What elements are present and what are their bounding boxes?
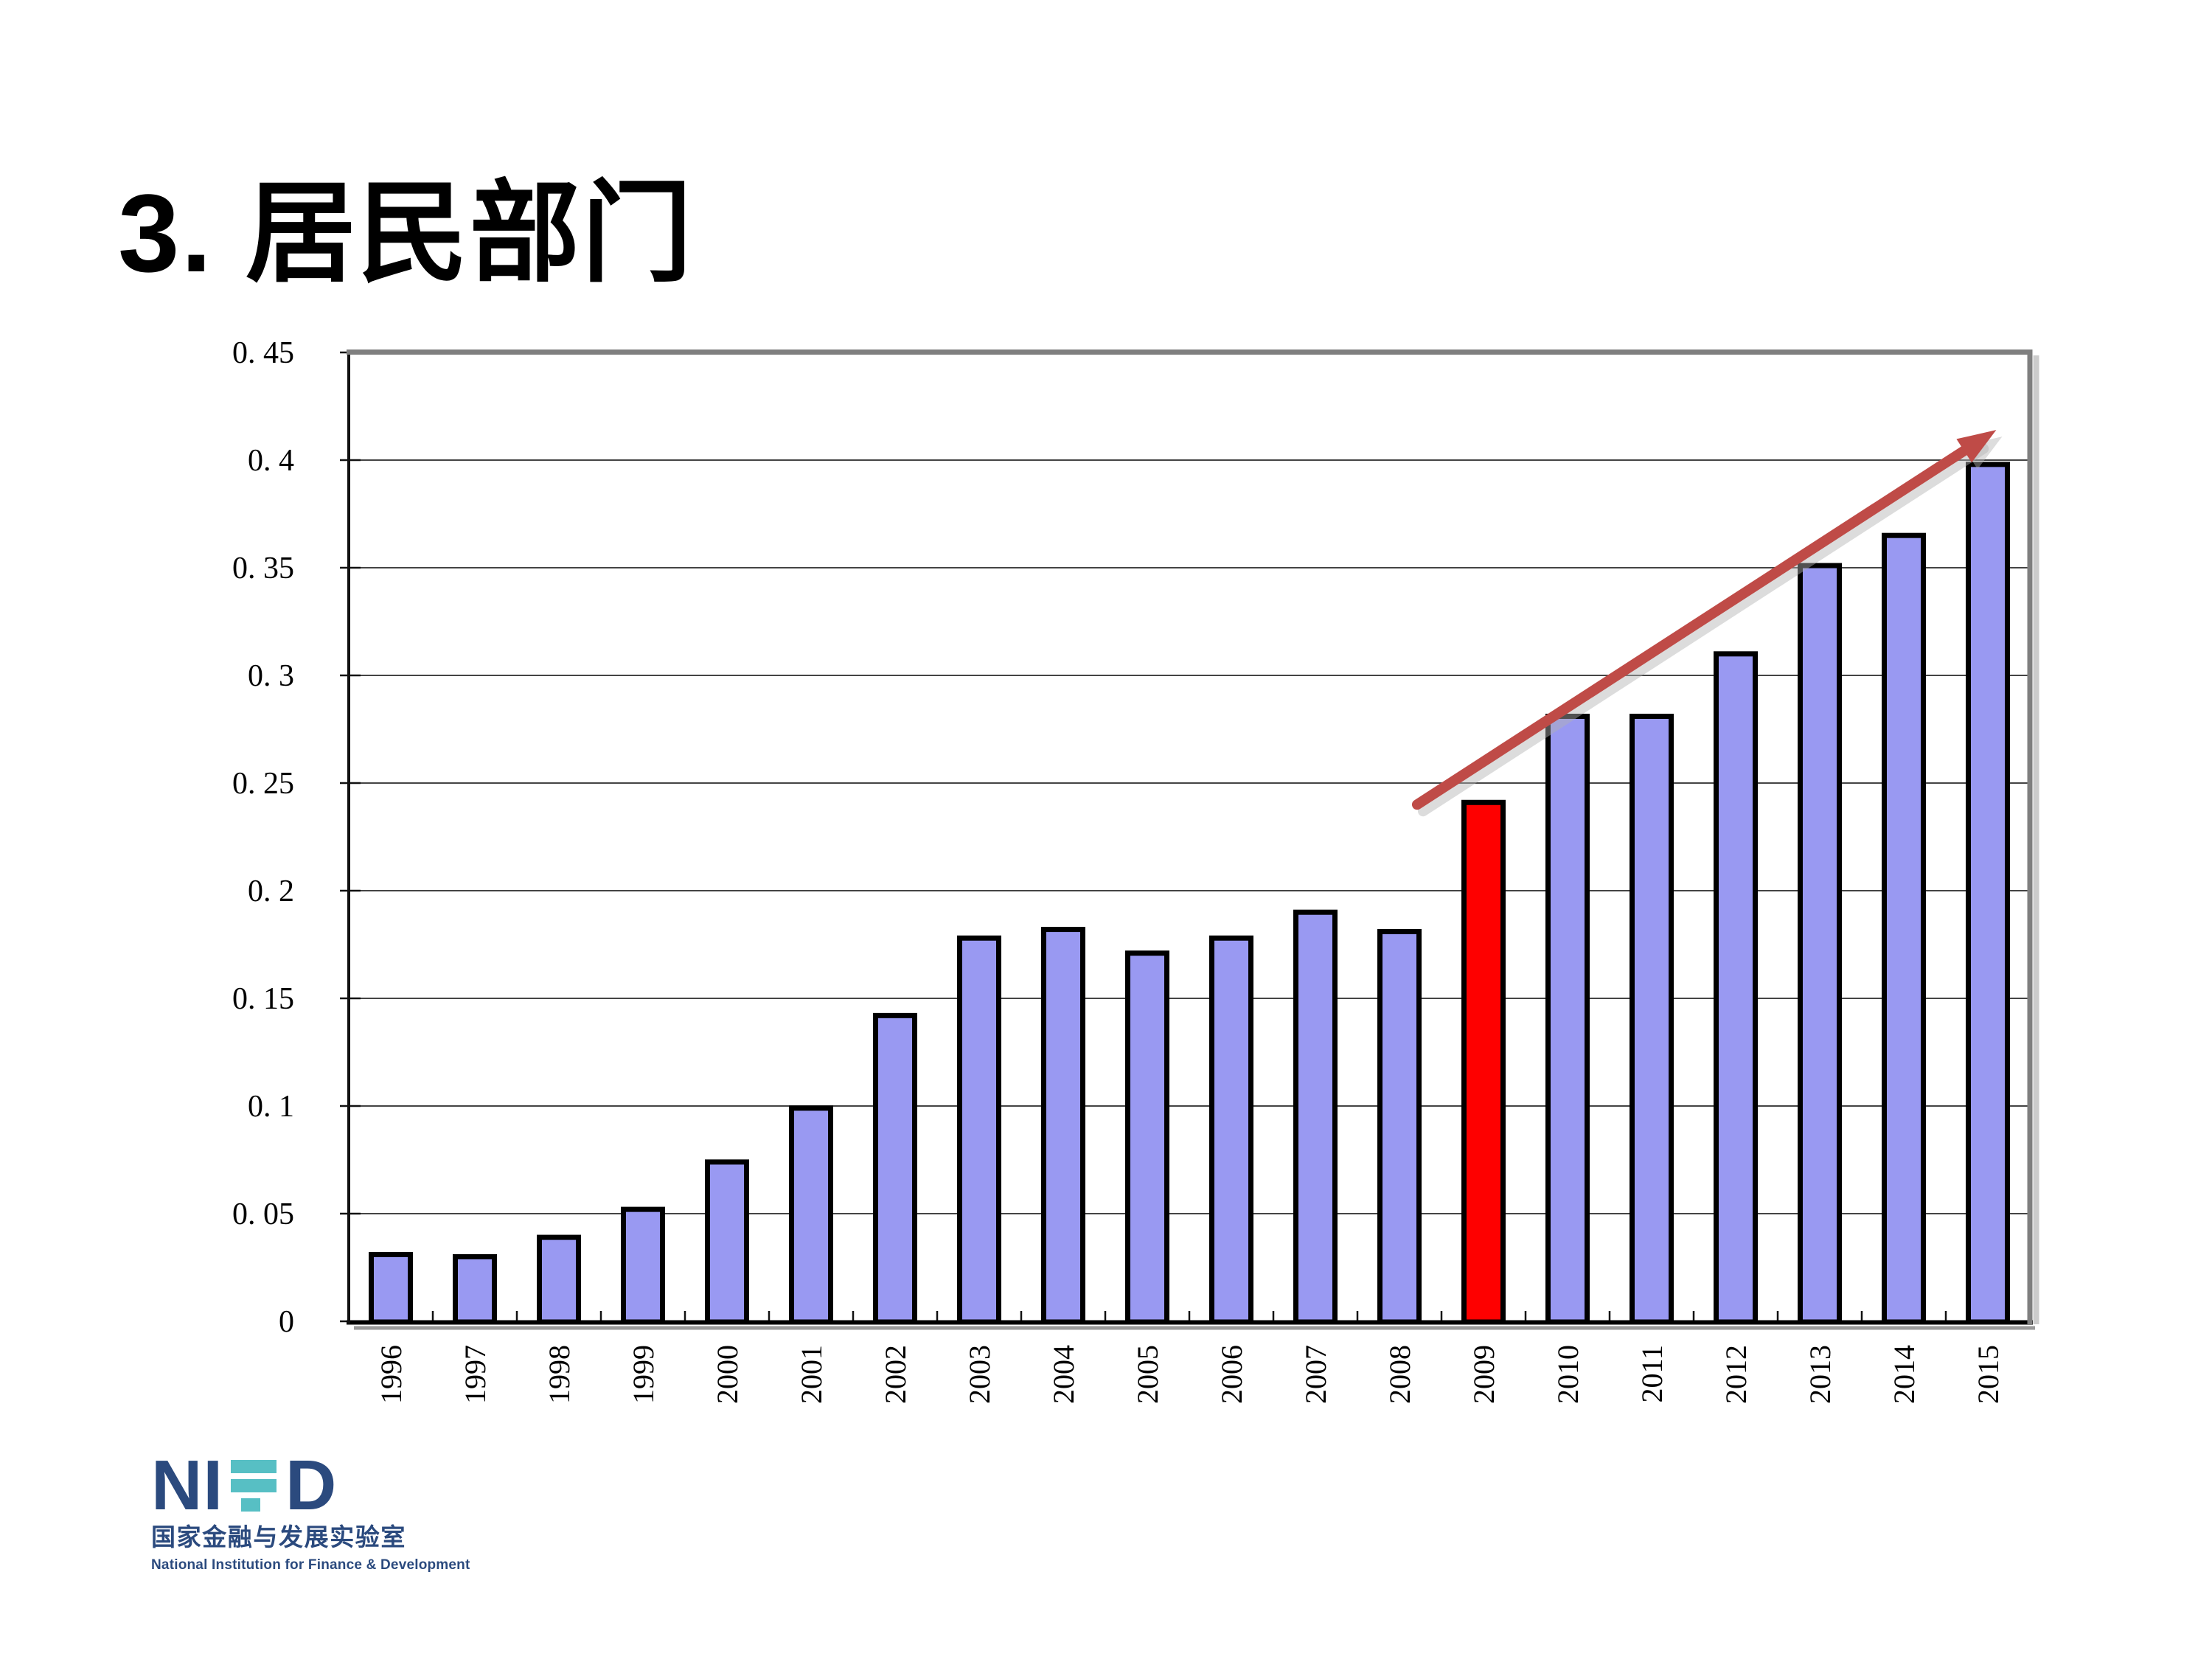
x-label-2008: 2008 xyxy=(1383,1345,1416,1404)
y-label-0.15: 0. 15 xyxy=(232,982,294,1016)
x-label-1996: 1996 xyxy=(375,1345,408,1404)
x-label-2007: 2007 xyxy=(1299,1345,1332,1404)
bar-2013 xyxy=(1798,563,1842,1325)
x-label-2014: 2014 xyxy=(1888,1345,1921,1404)
bar-2015 xyxy=(1966,462,2010,1325)
x-label-2009: 2009 xyxy=(1467,1345,1500,1404)
trend-arrow-head xyxy=(1956,430,1997,463)
logo-f-bar-bottom xyxy=(241,1498,260,1512)
bar-2001 xyxy=(789,1105,833,1325)
bar-1996 xyxy=(369,1251,413,1325)
logo-english-name: National Institution for Finance & Devel… xyxy=(151,1557,470,1573)
bar-2012 xyxy=(1714,651,1758,1325)
bar-2009 xyxy=(1461,799,1506,1325)
logo-wordmark-d: D xyxy=(285,1445,338,1525)
x-label-1997: 1997 xyxy=(459,1345,492,1404)
bar-2011 xyxy=(1630,713,1674,1325)
x-label-2005: 2005 xyxy=(1131,1345,1164,1404)
logo-f-bar-top xyxy=(231,1460,276,1473)
bar-2008 xyxy=(1377,928,1422,1325)
bar-2000 xyxy=(705,1159,749,1325)
bar-2014 xyxy=(1882,532,1926,1325)
bar-2007 xyxy=(1293,909,1338,1325)
y-label-0.25: 0. 25 xyxy=(232,767,294,801)
x-label-2013: 2013 xyxy=(1804,1345,1837,1404)
bar-2004 xyxy=(1041,927,1085,1325)
y-label-0.05: 0. 05 xyxy=(232,1197,294,1231)
x-label-2012: 2012 xyxy=(1719,1345,1753,1404)
bar-2010 xyxy=(1545,713,1590,1325)
logo-chinese-name: 国家金融与发展实验室 xyxy=(151,1523,406,1551)
x-label-1999: 1999 xyxy=(627,1345,660,1404)
bar-2002 xyxy=(873,1012,917,1325)
y-label-0.45: 0. 45 xyxy=(232,336,294,370)
logo-wordmark-ni: NI xyxy=(151,1445,223,1525)
bar-2006 xyxy=(1209,935,1253,1325)
x-label-2010: 2010 xyxy=(1551,1345,1585,1404)
bar-1997 xyxy=(453,1253,497,1325)
logo-f-icon xyxy=(231,1460,276,1512)
y-label-0.3: 0. 3 xyxy=(248,659,294,693)
nifd-logo: NI D 国家金融与发展实验室 National Institution for… xyxy=(151,1445,470,1573)
y-label-0.4: 0. 4 xyxy=(248,444,294,478)
y-label-0: 0 xyxy=(279,1305,294,1339)
logo-f-bar-middle xyxy=(231,1479,276,1492)
x-label-2003: 2003 xyxy=(963,1345,996,1404)
x-label-2002: 2002 xyxy=(879,1345,912,1404)
slide-title: 3. 居民部门 xyxy=(118,171,694,295)
y-label-0.1: 0. 1 xyxy=(248,1090,294,1124)
x-label-1998: 1998 xyxy=(543,1345,576,1404)
bar-2003 xyxy=(957,935,1001,1325)
x-label-2011: 2011 xyxy=(1635,1345,1669,1403)
bar-2005 xyxy=(1125,950,1169,1325)
x-label-2000: 2000 xyxy=(711,1345,744,1404)
bar-1999 xyxy=(621,1206,665,1325)
bar-1998 xyxy=(537,1234,581,1325)
x-label-2004: 2004 xyxy=(1047,1345,1080,1404)
trend-arrow xyxy=(1411,437,1983,810)
x-label-2015: 2015 xyxy=(1972,1345,2005,1404)
trend-arrow-shadow xyxy=(1417,443,1989,817)
logo-wordmark: NI D xyxy=(151,1445,470,1525)
x-label-2006: 2006 xyxy=(1215,1345,1248,1404)
y-label-0.35: 0. 35 xyxy=(232,552,294,585)
y-label-0.2: 0. 2 xyxy=(248,874,294,908)
x-label-2001: 2001 xyxy=(795,1345,828,1404)
